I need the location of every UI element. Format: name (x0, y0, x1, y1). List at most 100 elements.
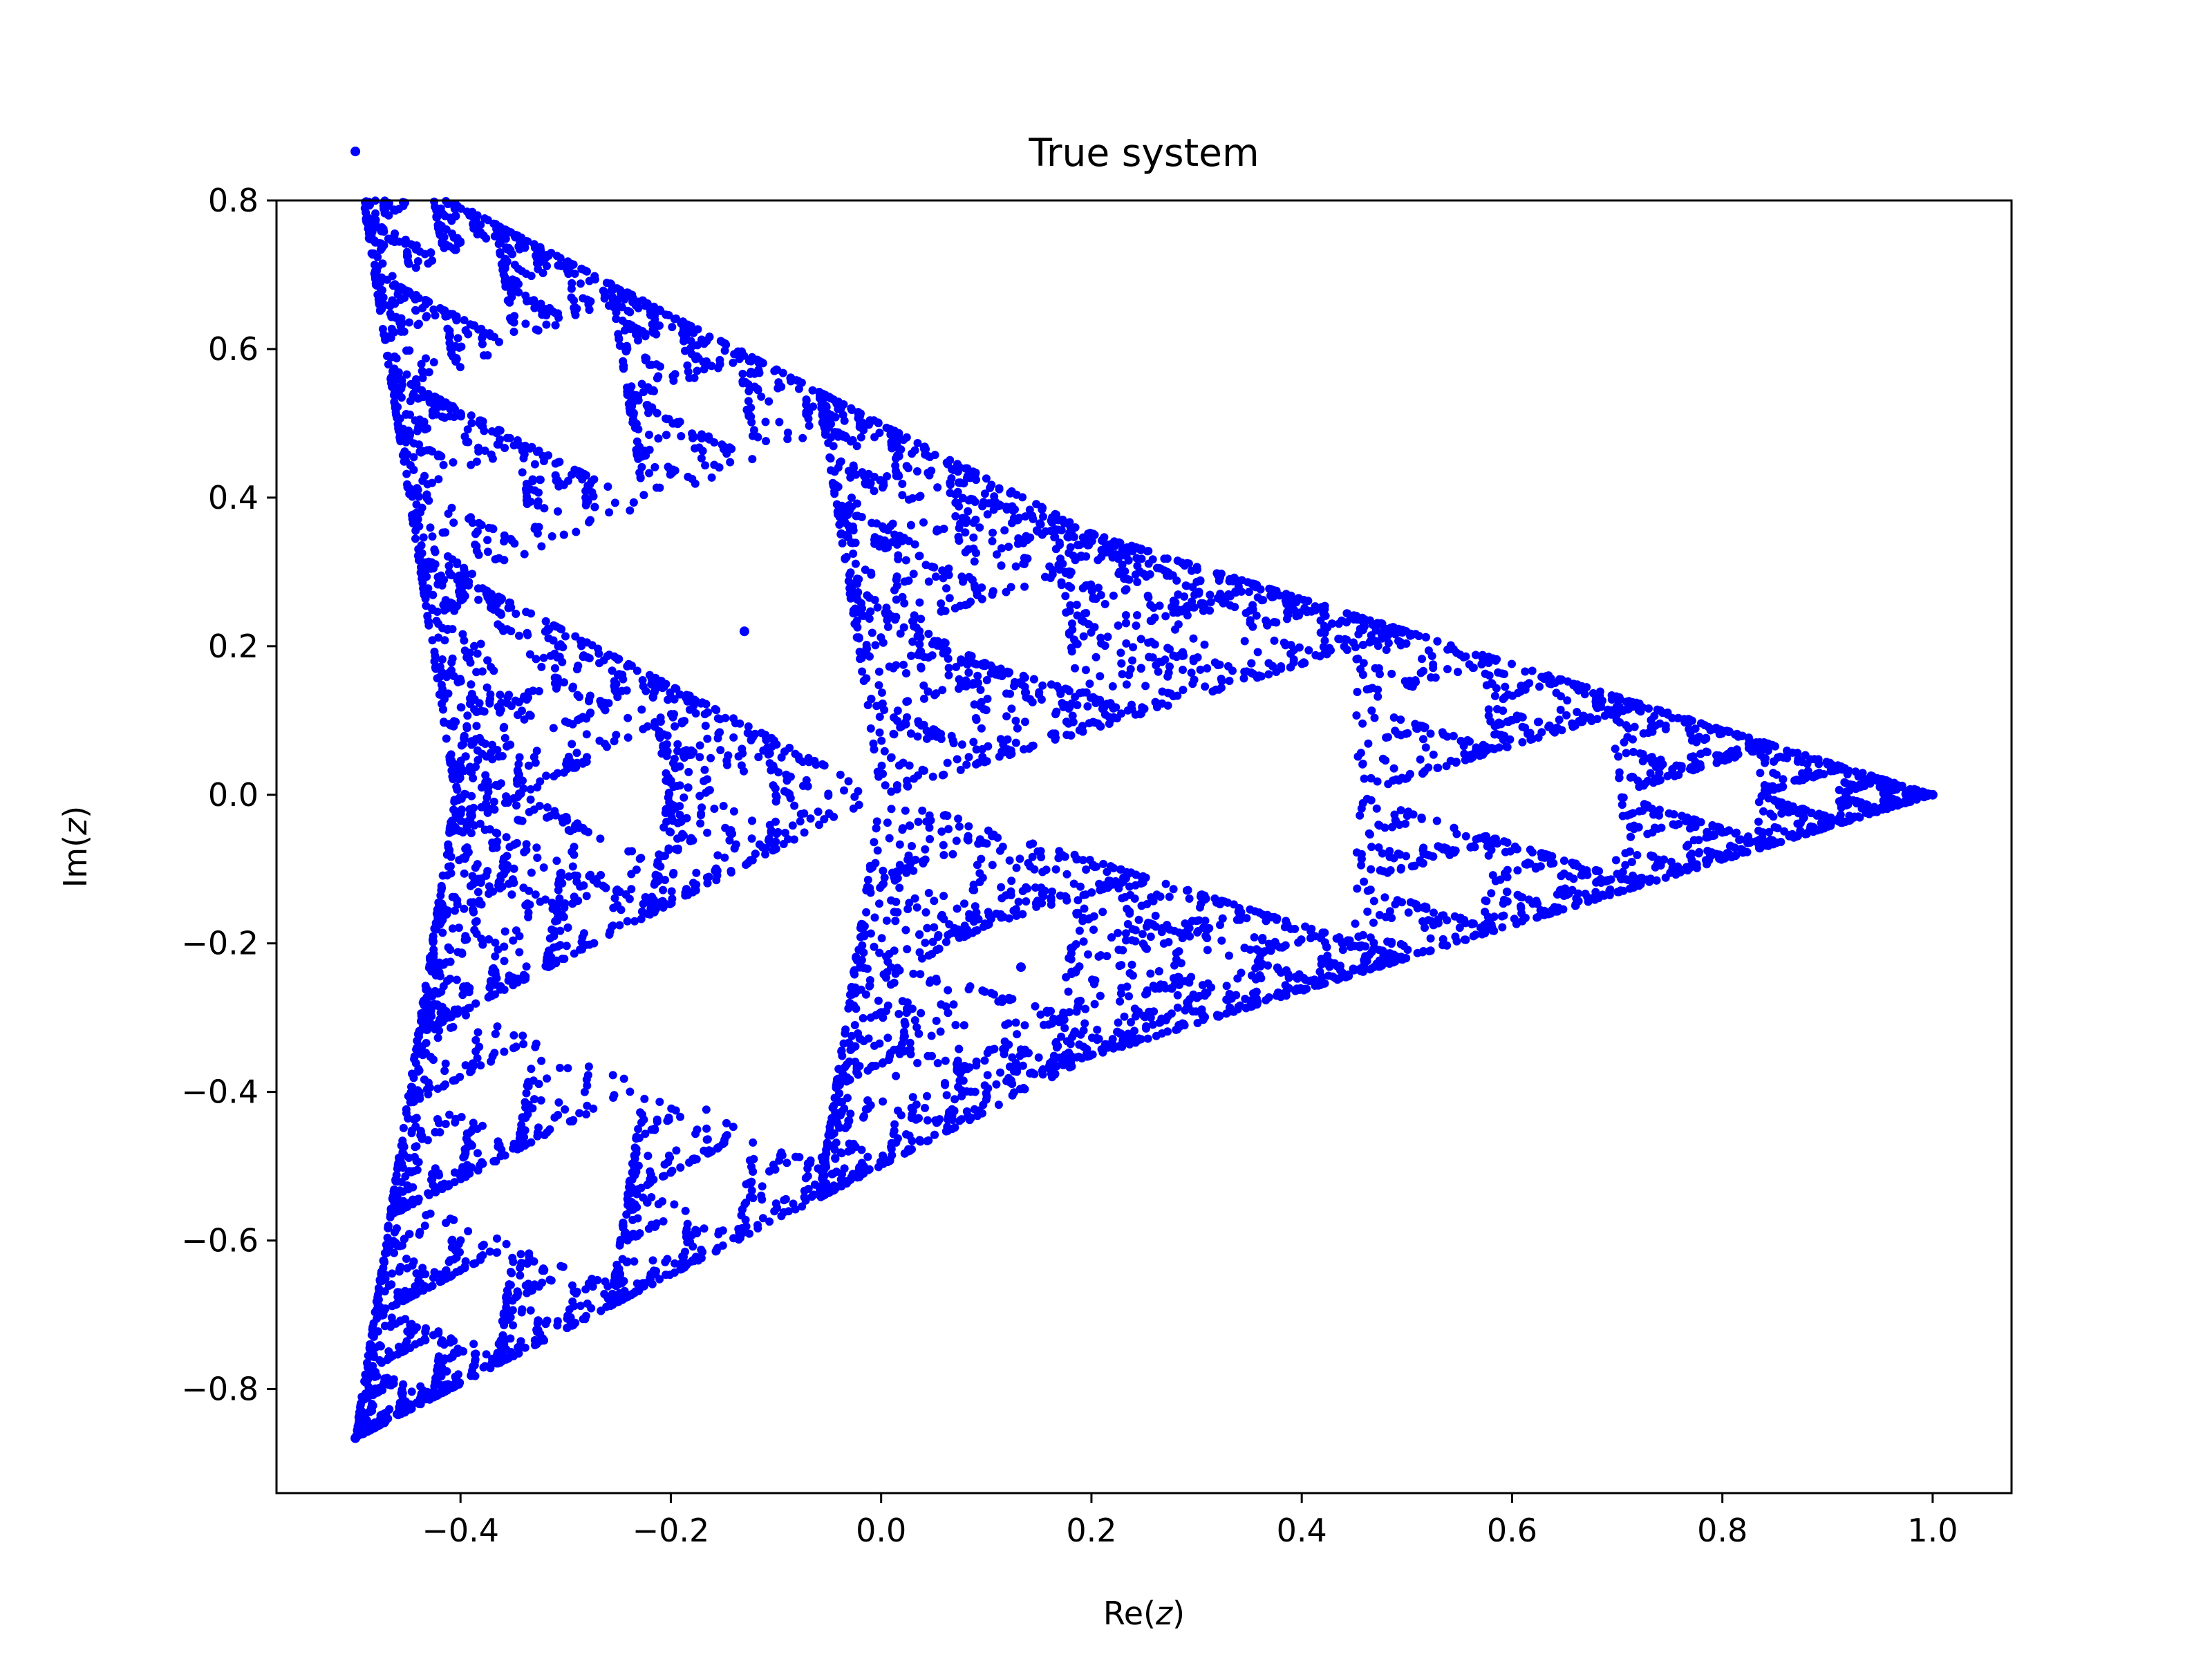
scatter-point (1244, 588, 1253, 597)
scatter-point (1638, 750, 1647, 758)
scatter-point (640, 1094, 649, 1103)
scatter-point (703, 828, 712, 837)
scatter-point (948, 850, 957, 859)
scatter-point (1000, 1037, 1009, 1046)
scatter-point (919, 859, 928, 868)
scatter-point (402, 469, 411, 478)
scatter-point (1094, 952, 1103, 961)
scatter-point (939, 851, 948, 859)
scatter-point (443, 871, 451, 880)
scatter-point (710, 805, 719, 813)
scatter-point (744, 386, 753, 395)
scatter-point (1430, 908, 1438, 917)
scatter-point (950, 1095, 959, 1104)
scatter-point (1233, 974, 1242, 983)
scatter-point (442, 734, 451, 743)
scatter-point (1537, 728, 1546, 737)
scatter-point (883, 1033, 892, 1042)
scatter-point (1490, 912, 1499, 921)
scatter-point (1396, 806, 1405, 815)
scatter-point (1311, 650, 1320, 659)
scatter-point (689, 879, 697, 888)
scatter-point (551, 917, 560, 926)
scatter-point (898, 592, 907, 601)
scatter-point (1375, 910, 1384, 919)
scatter-point (673, 747, 682, 756)
scatter-point (1062, 870, 1071, 879)
scatter-point (1622, 749, 1631, 758)
scatter-point (1125, 882, 1134, 891)
scatter-point (608, 1071, 617, 1080)
scatter-point (1068, 625, 1077, 634)
scatter-point (970, 700, 979, 709)
scatter-point (539, 863, 548, 872)
scatter-point (748, 455, 757, 464)
scatter-point (1038, 681, 1047, 690)
scatter-point (537, 662, 546, 671)
scatter-point (1161, 879, 1170, 888)
scatter-point (858, 667, 867, 676)
scatter-point (655, 321, 664, 330)
scatter-point (1159, 939, 1168, 948)
scatter-point (567, 284, 576, 293)
scatter-point (993, 833, 1002, 842)
scatter-point (671, 722, 679, 731)
scatter-point (568, 740, 577, 749)
scatter-point (734, 752, 743, 761)
scatter-point (500, 1047, 509, 1056)
scatter-point (438, 655, 447, 664)
scatter-point (1418, 655, 1426, 664)
scatter-point (1559, 856, 1568, 865)
scatter-point (895, 840, 904, 849)
scatter-point (896, 629, 905, 638)
scatter-point (849, 804, 858, 813)
scatter-point (1091, 653, 1100, 662)
scatter-point (1120, 1012, 1129, 1021)
scatter-point (814, 807, 823, 816)
scatter-point (491, 938, 500, 947)
scatter-point (950, 604, 959, 612)
scatter-point (886, 980, 895, 989)
scatter-point (586, 709, 595, 717)
scatter-point (500, 537, 508, 546)
scatter-point (483, 547, 492, 556)
scatter-point (485, 1247, 494, 1256)
scatter-point (449, 518, 458, 527)
scatter-point (1103, 632, 1112, 641)
scatter-point (977, 854, 986, 863)
scatter-point (1067, 583, 1076, 592)
scatter-point (870, 487, 879, 496)
scatter-point (626, 506, 635, 515)
scatter-point (700, 1224, 709, 1233)
scatter-point (1018, 493, 1027, 502)
scatter-point (788, 821, 797, 830)
scatter-point (1131, 570, 1140, 579)
scatter-point (901, 556, 910, 565)
scatter-point (485, 890, 494, 898)
scatter-point (462, 1011, 470, 1020)
scatter-point (720, 853, 729, 862)
scatter-point (536, 897, 545, 906)
scatter-point (836, 770, 845, 779)
scatter-point (1094, 583, 1103, 592)
scatter-point (461, 1061, 470, 1070)
scatter-point (794, 384, 803, 393)
scatter-point (885, 834, 894, 843)
scatter-point (954, 814, 963, 823)
scatter-point (1196, 903, 1204, 912)
scatter-point (703, 734, 712, 743)
scatter-point (942, 584, 950, 593)
scatter-point (451, 906, 459, 915)
scatter-point (676, 1112, 684, 1121)
scatter-point (932, 1016, 941, 1025)
scatter-point (1725, 842, 1734, 851)
scatter-point (1754, 798, 1763, 807)
scatter-point (1131, 926, 1140, 935)
scatter-point (700, 765, 709, 774)
scatter-point (404, 318, 413, 327)
scatter-point (789, 1199, 798, 1208)
scatter-point (429, 358, 438, 366)
scatter-point (1021, 718, 1029, 727)
scatter-point (1278, 943, 1287, 952)
scatter-point (790, 801, 799, 810)
